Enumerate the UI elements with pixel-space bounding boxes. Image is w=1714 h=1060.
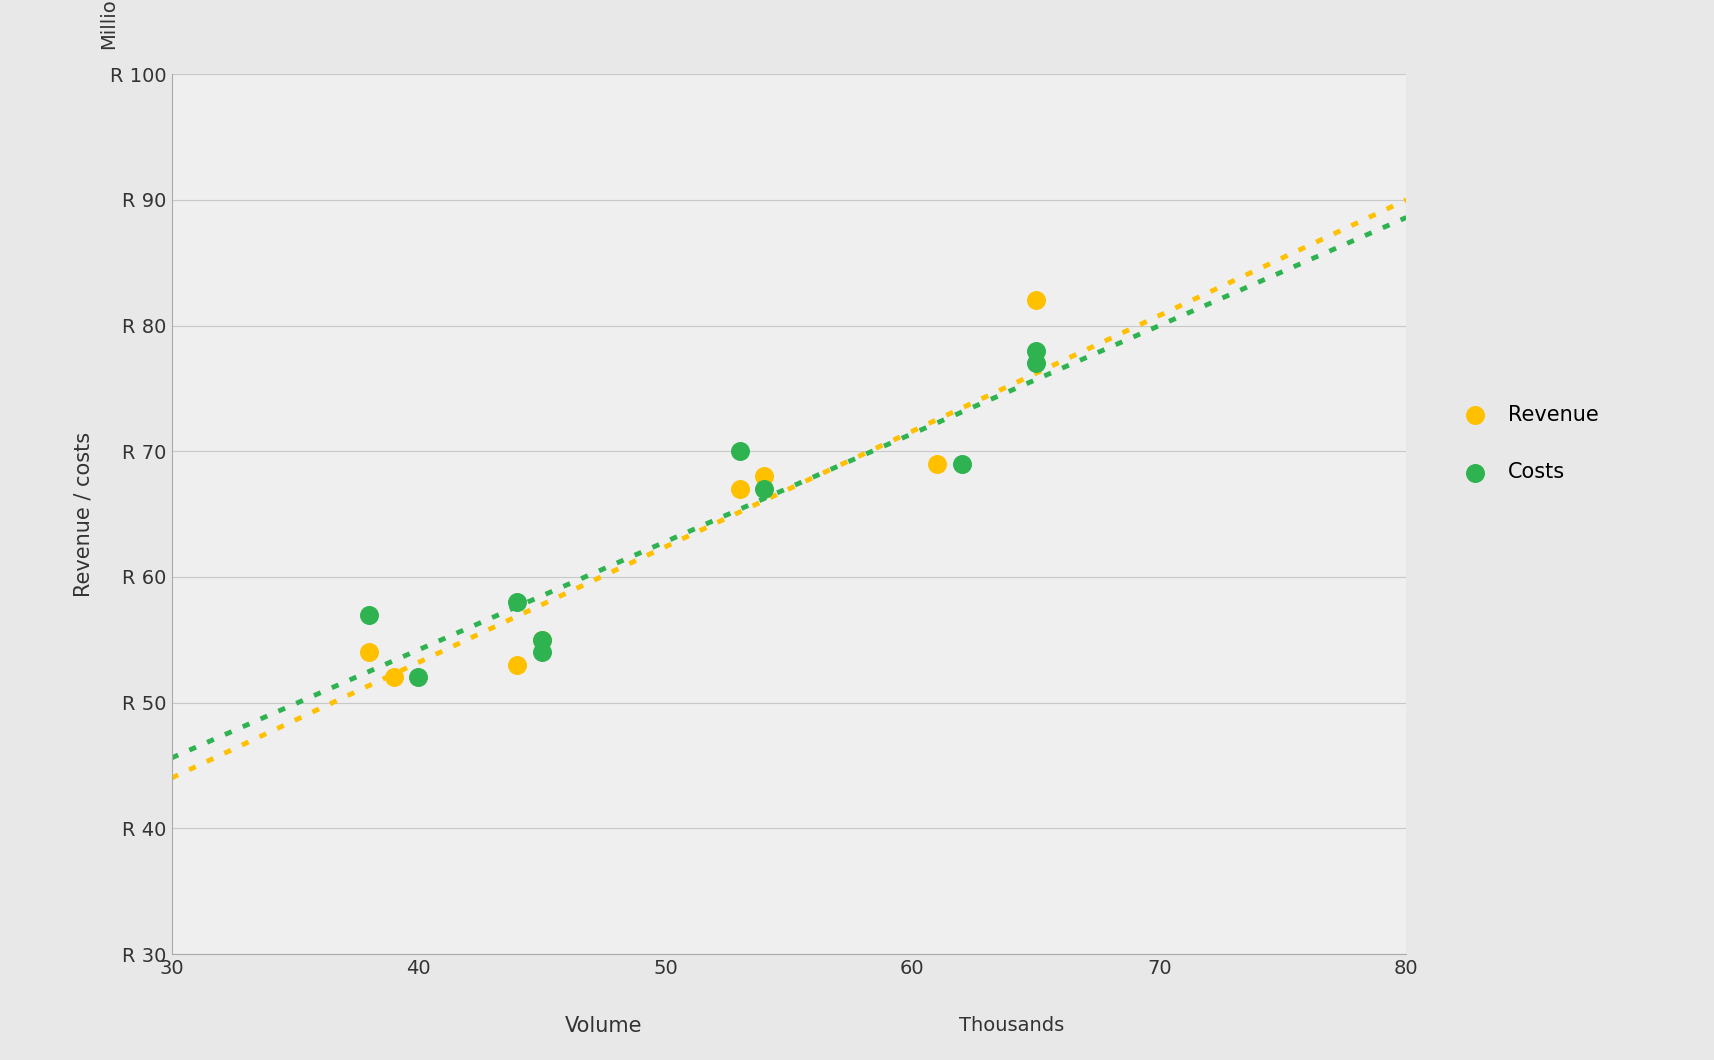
Costs: [1022, 342, 1049, 359]
Revenue: [751, 467, 778, 484]
Costs: [528, 643, 555, 660]
Revenue: [504, 656, 531, 673]
Revenue: [922, 456, 950, 473]
Costs: [1022, 355, 1049, 372]
Legend: Revenue, Costs: Revenue, Costs: [1453, 405, 1597, 482]
Costs: [528, 632, 555, 649]
Costs: [504, 594, 531, 611]
Y-axis label: Revenue / costs: Revenue / costs: [74, 431, 93, 597]
Costs: [355, 606, 382, 623]
Revenue: [528, 632, 555, 649]
Costs: [405, 669, 432, 686]
Revenue: [355, 643, 382, 660]
Text: Thousands: Thousands: [958, 1015, 1063, 1035]
Costs: [725, 443, 752, 460]
Revenue: [1022, 292, 1049, 308]
Costs: [948, 456, 975, 473]
Text: Volume: Volume: [564, 1015, 643, 1036]
Revenue: [381, 669, 408, 686]
Revenue: [725, 480, 752, 497]
Text: Millions: Millions: [99, 0, 118, 49]
Costs: [751, 480, 778, 497]
